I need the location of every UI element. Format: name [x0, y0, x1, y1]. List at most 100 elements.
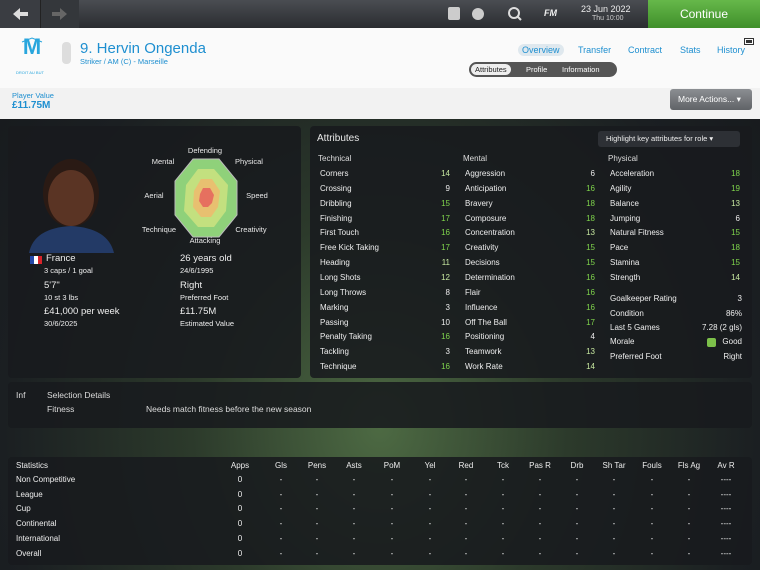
profile-info: Preferred Foot: [180, 293, 229, 302]
attribute-name: Flair: [465, 287, 481, 297]
radar-label: Mental: [151, 157, 175, 166]
stats-cell: -: [501, 533, 505, 543]
stats-cell: -: [687, 489, 691, 499]
attribute-name: Anticipation: [465, 183, 507, 193]
continue-button[interactable]: Continue: [648, 0, 760, 28]
stats-cell: -: [279, 519, 283, 529]
attribute-value: 17: [441, 213, 450, 223]
stats-cell: 0: [237, 533, 243, 543]
stats-cell: -: [538, 489, 542, 499]
attribute-value: 18: [586, 198, 595, 208]
stats-cell: -: [650, 533, 654, 543]
forward-button[interactable]: [41, 0, 79, 28]
value-label: Player Value: [12, 91, 54, 100]
stats-row-label: Overall: [16, 548, 42, 558]
attribute-name: First Touch: [320, 228, 359, 238]
stats-cell: -: [279, 533, 283, 543]
stats-cell: 0: [237, 548, 243, 558]
stats-cell: -: [575, 475, 579, 484]
profile-info: Right: [180, 280, 203, 291]
attribute-value: 15: [731, 258, 740, 268]
subtab[interactable]: Information: [562, 65, 600, 74]
attribute-name: Bravery: [465, 198, 493, 208]
stats-cell: -: [428, 489, 432, 499]
profile-info: France: [46, 253, 76, 264]
stats-cell: -: [279, 489, 283, 499]
stats-cell: -: [612, 504, 616, 514]
battery-icon: [744, 33, 756, 51]
stats-cell: -: [464, 504, 468, 514]
stats-cell: -: [687, 519, 691, 529]
tab[interactable]: Overview: [518, 44, 564, 56]
highlight-dropdown[interactable]: Highlight key attributes for role ▾: [598, 131, 740, 147]
attribute-name: Aggression: [465, 169, 506, 178]
summary-value: 3: [737, 294, 742, 303]
attribute-value: 18: [731, 169, 740, 178]
attribute-name: Composure: [465, 213, 507, 223]
attribute-name: Concentration: [465, 228, 515, 238]
profile-info: 5'7": [44, 280, 60, 291]
tab[interactable]: Stats: [680, 45, 701, 55]
summary-value: 86%: [725, 309, 742, 318]
attribute-value: 13: [586, 347, 595, 357]
squad-arrows[interactable]: [62, 42, 71, 64]
profile-info: 30/6/2025: [44, 319, 78, 328]
stats-cell: -: [501, 489, 505, 499]
attribute-value: 9: [445, 183, 450, 193]
stats-cell: -: [315, 519, 319, 529]
tab[interactable]: Contract: [628, 45, 663, 55]
stats-cell: ----: [720, 504, 732, 514]
stats-header: Statistics: [16, 461, 49, 470]
tab[interactable]: Transfer: [578, 45, 612, 55]
stats-cell: -: [464, 548, 468, 558]
stats-cell: 0: [237, 489, 243, 499]
selection-panel: [8, 382, 752, 428]
selection-text: Needs match fitness before the new seaso…: [146, 404, 312, 414]
stats-cell: -: [428, 519, 432, 529]
stats-header: Drb: [570, 461, 584, 470]
stats-cell: ----: [720, 519, 732, 529]
stats-cell: -: [464, 489, 468, 499]
radar-label: Speed: [246, 191, 268, 200]
stats-row-label: Non Competitive: [16, 475, 76, 484]
attribute-value: 6: [735, 213, 740, 223]
stats-header: Sh Tar: [602, 461, 626, 470]
stats-cell: -: [464, 519, 468, 529]
more-actions-text: More Actions...: [678, 94, 735, 104]
attribute-value: 17: [586, 317, 595, 327]
tab[interactable]: History: [717, 45, 746, 55]
stats-cell: -: [315, 475, 319, 484]
summary-label: Condition: [610, 309, 644, 318]
value-bar: [0, 88, 760, 119]
attribute-value: 14: [731, 272, 740, 282]
radar-label: Aerial: [144, 191, 164, 200]
back-button[interactable]: [0, 0, 41, 28]
fm-menu[interactable]: FM: [544, 8, 557, 18]
subtab[interactable]: Attributes: [471, 64, 511, 75]
attribute-name: Dribbling: [320, 198, 352, 208]
stats-cell: 0: [237, 504, 243, 514]
stats-cell: -: [612, 489, 616, 499]
attribute-name: Balance: [610, 198, 639, 208]
value-amount: £11.75M: [12, 100, 51, 111]
attribute-name: Stamina: [610, 258, 640, 268]
profile-info: 10 st 3 lbs: [44, 293, 79, 302]
summary-value: Right: [723, 352, 742, 361]
stats-header: Apps: [230, 461, 250, 470]
subtab[interactable]: Profile: [526, 65, 548, 74]
player-photo: [24, 148, 119, 258]
attribute-name: Free Kick Taking: [320, 243, 379, 253]
stats-header: Pens: [307, 461, 327, 470]
attribute-value: 15: [731, 228, 740, 238]
attribute-name: Natural Fitness: [610, 228, 664, 238]
attribute-value: 16: [441, 228, 450, 238]
time: Thu 10:00: [592, 15, 624, 22]
stats-cell: -: [390, 519, 394, 529]
more-actions-button[interactable]: More Actions... ▾: [670, 89, 752, 110]
attribute-name: Acceleration: [610, 169, 655, 178]
stats-header: Asts: [346, 461, 362, 470]
attribute-value: 15: [586, 243, 595, 253]
summary-label: Morale: [610, 337, 635, 346]
attribute-name: Finishing: [320, 213, 353, 223]
radar: [174, 158, 238, 238]
